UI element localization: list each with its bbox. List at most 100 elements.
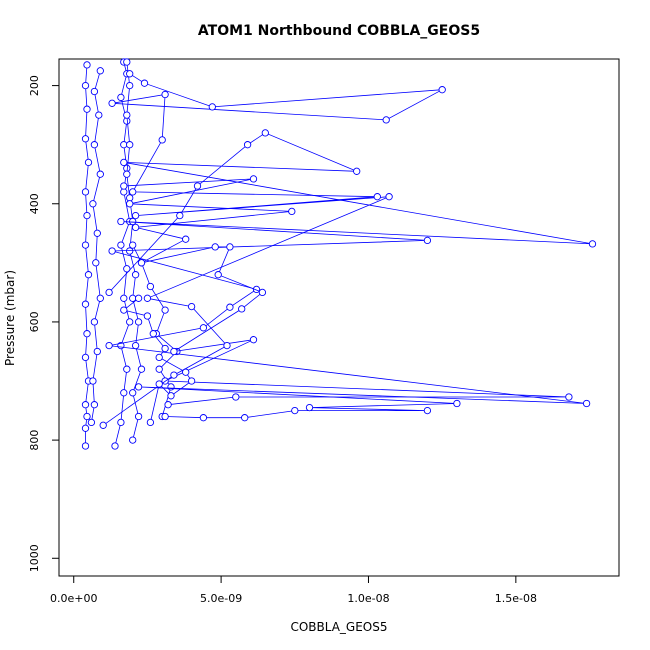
data-point [167, 383, 175, 391]
data-point [83, 105, 91, 113]
data-point [134, 412, 143, 421]
data-point [81, 401, 90, 409]
data-point [373, 193, 381, 201]
data-point [161, 306, 169, 314]
x-tick-label: 1.5e-08 [495, 592, 537, 605]
y-tick-label: 800 [28, 430, 41, 451]
data-point [92, 259, 100, 267]
y-tick-label: 400 [28, 193, 41, 214]
data-point [187, 302, 196, 311]
data-point [105, 341, 113, 350]
data-point [108, 99, 116, 107]
data-point [146, 418, 155, 427]
data-point [81, 353, 90, 362]
data-point [129, 188, 137, 196]
data-point [131, 341, 140, 350]
data-point [288, 207, 296, 216]
series-layer [81, 58, 597, 450]
data-point [137, 365, 146, 373]
data-point [243, 141, 252, 149]
y-axis-label: Pressure (mbar) [3, 270, 17, 366]
data-point [120, 306, 128, 314]
data-point [199, 324, 208, 332]
data-point [143, 294, 152, 302]
data-point [81, 300, 90, 308]
data-point [120, 182, 128, 190]
data-point [223, 341, 231, 350]
data-point [81, 424, 90, 432]
data-point [120, 141, 128, 149]
data-point [83, 412, 91, 421]
data-point [182, 235, 190, 243]
y-tick-label: 600 [28, 311, 41, 332]
x-axis: 0.0e+00 5.0e-09 1.0e-08 1.5e-08 [50, 575, 537, 605]
data-point [453, 399, 461, 408]
x-tick-label: 5.0e-09 [200, 592, 242, 605]
data-point [84, 271, 93, 279]
series-4 [123, 58, 146, 444]
data-point [83, 330, 91, 338]
data-point [126, 81, 134, 90]
data-point [111, 442, 119, 450]
data-point [126, 318, 134, 326]
data-point [129, 294, 137, 302]
data-point [143, 312, 152, 320]
series-9 [120, 294, 196, 427]
data-point [291, 406, 299, 415]
data-point [208, 103, 216, 111]
data-point [89, 200, 97, 208]
data-point [81, 241, 90, 249]
data-point [105, 288, 113, 297]
series-8 [99, 70, 446, 429]
plot-frame [58, 58, 620, 577]
data-point [134, 383, 143, 391]
data-point [126, 247, 134, 255]
data-point [249, 336, 258, 344]
data-point [129, 389, 137, 397]
data-point [305, 403, 314, 412]
data-point [129, 217, 137, 226]
data-point [131, 271, 140, 279]
data-point [258, 288, 267, 297]
data-point [382, 116, 390, 124]
data-point [126, 194, 134, 202]
data-point [129, 436, 137, 444]
data-point [96, 294, 104, 302]
data-point [84, 158, 93, 167]
data-point [120, 389, 128, 397]
data-point [89, 377, 97, 385]
data-point [123, 170, 131, 178]
data-point [134, 318, 143, 326]
data-point [193, 182, 202, 190]
data-point [81, 135, 90, 143]
data-point [161, 412, 169, 421]
data-point [90, 141, 99, 149]
data-point [176, 211, 184, 220]
data-point [226, 243, 234, 251]
data-point [96, 67, 104, 75]
series-line [91, 70, 101, 423]
series-line [108, 132, 593, 419]
data-point [81, 188, 90, 196]
chart-title: ATOM1 Northbound COBBLA_GEOS5 [198, 23, 480, 39]
data-point [582, 399, 591, 408]
data-point [423, 406, 432, 415]
x-axis-label: COBBLA_GEOS5 [290, 620, 387, 634]
data-point [187, 377, 196, 385]
data-point [158, 136, 166, 144]
data-point [137, 259, 146, 267]
data-point [146, 282, 155, 291]
data-point [226, 303, 234, 311]
data-point [93, 229, 101, 237]
data-point [199, 414, 208, 422]
data-point [117, 93, 125, 102]
data-point [90, 401, 99, 409]
data-point [81, 81, 90, 90]
data-point [565, 393, 573, 401]
data-point [149, 330, 157, 338]
data-point [117, 418, 125, 427]
data-point [588, 240, 597, 248]
series-line [126, 61, 142, 441]
data-point [170, 371, 178, 379]
series-7 [120, 175, 573, 409]
